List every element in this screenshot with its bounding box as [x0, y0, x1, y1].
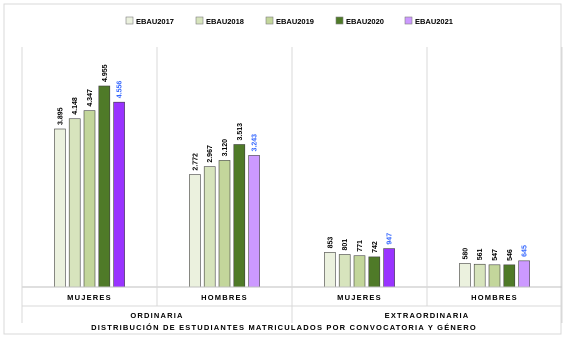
category-label-2: MUJERES — [337, 293, 382, 302]
data-label-ebau2021-2: 947 — [387, 233, 394, 245]
data-label-ebau2021-3: 645 — [522, 245, 529, 257]
bar-ebau2020-2 — [368, 256, 381, 288]
data-label-ebau2019-0: 4.347 — [87, 89, 94, 107]
legend-swatch-ebau2020 — [335, 16, 344, 25]
bar-ebau2019-0 — [83, 110, 96, 288]
bar-ebau2017-1 — [189, 174, 201, 288]
data-label-ebau2019-1: 3.120 — [222, 139, 229, 157]
legend-label-ebau2017: EBAU2017 — [136, 17, 174, 26]
bar-ebau2018-0 — [68, 118, 81, 288]
legend-swatch-ebau2017 — [125, 16, 134, 25]
data-label-ebau2019-3: 547 — [492, 249, 499, 261]
bar-ebau2017-3 — [459, 263, 471, 288]
bar-ebau2020-3 — [503, 264, 516, 288]
bar-ebau2017-0 — [54, 128, 66, 288]
data-label-ebau2017-0: 3.895 — [57, 107, 64, 125]
legend-label-ebau2018: EBAU2018 — [206, 17, 244, 26]
bar-ebau2018-1 — [203, 166, 216, 288]
bar-ebau2019-2 — [353, 255, 366, 288]
category-label-3: HOMBRES — [471, 293, 518, 302]
bar-ebau2020-0 — [98, 85, 111, 288]
legend-swatch-ebau2018 — [195, 16, 204, 25]
data-label-ebau2018-1: 2.967 — [207, 145, 214, 163]
data-label-ebau2020-3: 546 — [507, 249, 514, 261]
data-label-ebau2021-0: 4.556 — [117, 81, 124, 99]
data-label-ebau2020-1: 3.513 — [237, 123, 244, 141]
bar-ebau2018-3 — [473, 263, 486, 288]
bar-ebau2021-1 — [248, 155, 260, 288]
bar-ebau2019-1 — [218, 160, 231, 288]
group-label-1: EXTRAORDINARIA — [385, 311, 470, 320]
legend-swatch-ebau2021 — [404, 16, 413, 25]
data-label-ebau2020-0: 4.955 — [102, 64, 109, 82]
data-label-ebau2019-2: 771 — [357, 240, 364, 252]
bar-ebau2021-3 — [518, 260, 530, 288]
data-label-ebau2017-2: 853 — [327, 237, 334, 249]
data-label-ebau2017-3: 580 — [462, 248, 469, 260]
bar-ebau2017-2 — [324, 252, 336, 288]
x-axis-title: DISTRIBUCIÓN DE ESTUDIANTES MATRICULADOS… — [91, 323, 477, 332]
bars: 3.895 4.148 4.347 4.955 4.556 2.772 2.967 3.120… — [54, 64, 530, 288]
group-label-0: ORDINARIA — [130, 311, 183, 320]
axes: MUJERES HOMBRES MUJERES HOMBRES ORDINARIA EXT… — [21, 47, 563, 323]
legend-swatch-ebau2019 — [265, 16, 274, 25]
legend-label-ebau2019: EBAU2019 — [276, 17, 314, 26]
data-label-ebau2018-0: 4.148 — [72, 97, 79, 115]
bar-ebau2019-3 — [488, 264, 501, 288]
legend: EBAU2017 EBAU2018 EBAU2019 EBAU2020 EBAU2021 — [125, 16, 453, 26]
legend-label-ebau2021: EBAU2021 — [415, 17, 453, 26]
data-label-ebau2018-2: 801 — [342, 239, 349, 251]
legend-label-ebau2020: EBAU2020 — [346, 17, 384, 26]
bar-ebau2021-0 — [113, 101, 125, 288]
data-label-ebau2018-3: 561 — [477, 248, 484, 260]
chart-border — [3, 3, 562, 335]
category-label-1: HOMBRES — [201, 293, 248, 302]
bar-ebau2018-2 — [338, 254, 351, 288]
bar-ebau2020-1 — [233, 144, 246, 288]
data-label-ebau2020-2: 742 — [372, 241, 379, 253]
category-label-0: MUJERES — [67, 293, 112, 302]
bar-ebau2021-2 — [383, 248, 395, 288]
data-label-ebau2017-1: 2.772 — [192, 153, 199, 171]
data-label-ebau2021-1: 3.243 — [252, 134, 259, 152]
